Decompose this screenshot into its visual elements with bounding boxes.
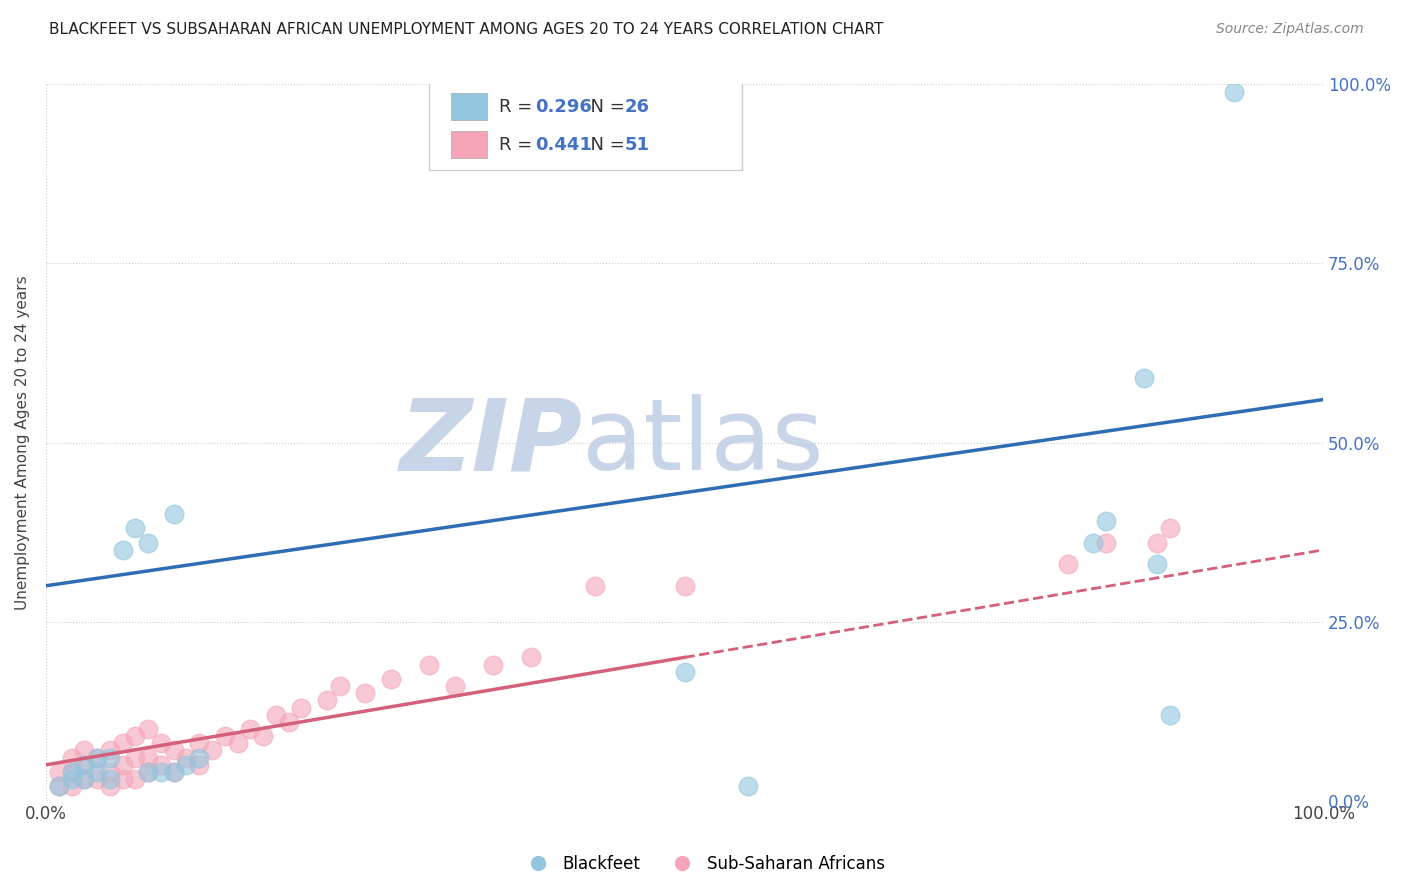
Text: R =: R = xyxy=(499,97,538,116)
Point xyxy=(520,650,543,665)
Point xyxy=(60,764,83,779)
Text: R =: R = xyxy=(499,136,538,153)
Point xyxy=(73,757,96,772)
Point xyxy=(124,729,146,743)
Point xyxy=(443,679,465,693)
Point xyxy=(98,750,121,764)
Text: N =: N = xyxy=(578,97,630,116)
Point xyxy=(136,764,159,779)
Point xyxy=(86,750,108,764)
Y-axis label: Unemployment Among Ages 20 to 24 years: Unemployment Among Ages 20 to 24 years xyxy=(15,276,30,610)
Text: atlas: atlas xyxy=(582,394,824,491)
Legend: Blackfeet, Sub-Saharan Africans: Blackfeet, Sub-Saharan Africans xyxy=(515,848,891,880)
Point xyxy=(111,757,134,772)
Point xyxy=(124,521,146,535)
Point xyxy=(136,750,159,764)
Point xyxy=(1133,371,1156,385)
Point xyxy=(163,764,186,779)
Point xyxy=(188,750,211,764)
FancyBboxPatch shape xyxy=(451,131,486,158)
Point xyxy=(673,665,696,679)
Point xyxy=(277,714,299,729)
Text: 51: 51 xyxy=(624,136,650,153)
Point xyxy=(252,729,274,743)
Text: Source: ZipAtlas.com: Source: ZipAtlas.com xyxy=(1216,22,1364,37)
Point xyxy=(737,779,759,793)
Point xyxy=(1146,536,1168,550)
Point xyxy=(136,764,159,779)
Point xyxy=(136,536,159,550)
Point xyxy=(60,764,83,779)
Point xyxy=(1083,536,1105,550)
Point xyxy=(86,772,108,786)
Point xyxy=(73,772,96,786)
Point xyxy=(124,772,146,786)
Text: 0.296: 0.296 xyxy=(536,97,592,116)
Point xyxy=(73,757,96,772)
Point xyxy=(149,757,172,772)
Text: BLACKFEET VS SUBSAHARAN AFRICAN UNEMPLOYMENT AMONG AGES 20 TO 24 YEARS CORRELATI: BLACKFEET VS SUBSAHARAN AFRICAN UNEMPLOY… xyxy=(49,22,883,37)
Point xyxy=(583,579,606,593)
Point xyxy=(188,757,211,772)
FancyBboxPatch shape xyxy=(451,93,486,120)
Point xyxy=(316,693,339,707)
Point xyxy=(48,779,70,793)
Point xyxy=(60,779,83,793)
Point xyxy=(149,736,172,750)
Point xyxy=(482,657,505,672)
Point xyxy=(226,736,249,750)
FancyBboxPatch shape xyxy=(429,81,742,170)
Point xyxy=(1222,85,1244,99)
Point xyxy=(86,764,108,779)
Point xyxy=(111,772,134,786)
Point xyxy=(1159,707,1181,722)
Point xyxy=(201,743,224,757)
Point xyxy=(86,750,108,764)
Point xyxy=(1159,521,1181,535)
Point xyxy=(354,686,377,700)
Point xyxy=(60,750,83,764)
Text: N =: N = xyxy=(578,136,630,153)
Point xyxy=(1146,558,1168,572)
Point xyxy=(111,543,134,558)
Point xyxy=(380,672,402,686)
Point xyxy=(176,750,198,764)
Point xyxy=(111,736,134,750)
Point xyxy=(124,750,146,764)
Point xyxy=(73,743,96,757)
Point xyxy=(290,700,312,714)
Point xyxy=(98,772,121,786)
Point xyxy=(149,764,172,779)
Point xyxy=(48,764,70,779)
Point xyxy=(239,722,262,736)
Point xyxy=(1056,558,1078,572)
Point xyxy=(329,679,352,693)
Point xyxy=(1095,514,1118,528)
Point xyxy=(98,779,121,793)
Point xyxy=(188,736,211,750)
Point xyxy=(163,507,186,521)
Point xyxy=(264,707,287,722)
Point xyxy=(98,764,121,779)
Point xyxy=(163,764,186,779)
Point xyxy=(163,743,186,757)
Point xyxy=(73,772,96,786)
Point xyxy=(1095,536,1118,550)
Text: ZIP: ZIP xyxy=(399,394,582,491)
Point xyxy=(48,779,70,793)
Point xyxy=(418,657,440,672)
Point xyxy=(136,722,159,736)
Text: 26: 26 xyxy=(624,97,650,116)
Point xyxy=(673,579,696,593)
Point xyxy=(98,743,121,757)
Point xyxy=(176,757,198,772)
Point xyxy=(60,772,83,786)
Text: 0.441: 0.441 xyxy=(536,136,592,153)
Point xyxy=(214,729,236,743)
